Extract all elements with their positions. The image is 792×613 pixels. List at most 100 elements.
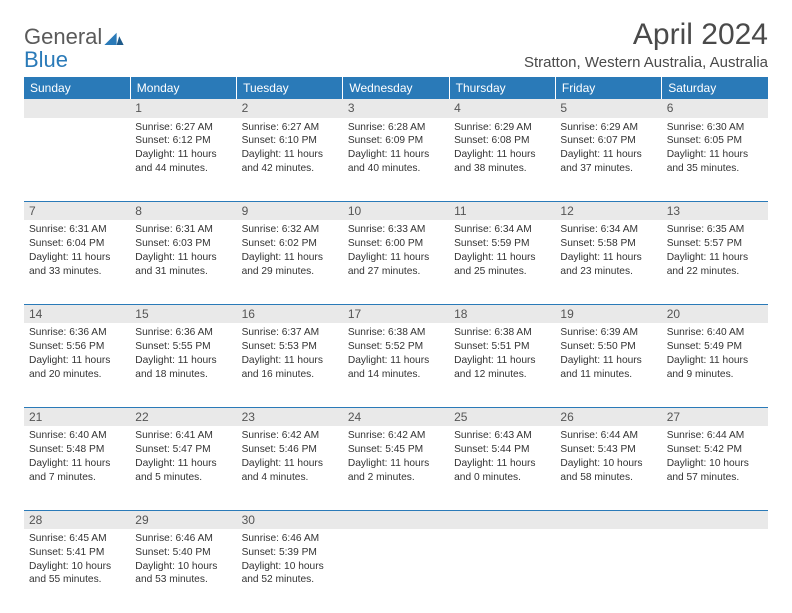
day-cell: Sunrise: 6:40 AMSunset: 5:49 PMDaylight:… (662, 323, 768, 407)
sunset-text: Sunset: 6:07 PM (560, 134, 656, 148)
daylight-text: Daylight: 11 hours and 23 minutes. (560, 251, 656, 279)
location-label: Stratton, Western Australia, Australia (524, 54, 768, 71)
sunrise-text: Sunrise: 6:28 AM (348, 121, 444, 135)
daylight-text: Daylight: 11 hours and 37 minutes. (560, 148, 656, 176)
weekday-header: Sunday (24, 77, 130, 99)
sunrise-text: Sunrise: 6:35 AM (667, 223, 763, 237)
day-number: 29 (130, 510, 236, 529)
daylight-text: Daylight: 11 hours and 29 minutes. (242, 251, 338, 279)
sunrise-text: Sunrise: 6:42 AM (242, 429, 338, 443)
day-number: 4 (449, 99, 555, 117)
day-number: 11 (449, 202, 555, 221)
sunset-text: Sunset: 5:43 PM (560, 443, 656, 457)
weekday-row: Sunday Monday Tuesday Wednesday Thursday… (24, 77, 768, 99)
day-cell: Sunrise: 6:33 AMSunset: 6:00 PMDaylight:… (343, 220, 449, 304)
day-number: 26 (555, 407, 661, 426)
sunset-text: Sunset: 5:50 PM (560, 340, 656, 354)
sunrise-text: Sunrise: 6:34 AM (454, 223, 550, 237)
brand-line2: Blue (24, 49, 124, 71)
day-number: 6 (662, 99, 768, 117)
sunset-text: Sunset: 6:12 PM (135, 134, 231, 148)
weekday-header: Saturday (662, 77, 768, 99)
daylight-text: Daylight: 11 hours and 14 minutes. (348, 354, 444, 382)
sunset-text: Sunset: 6:00 PM (348, 237, 444, 251)
sunset-text: Sunset: 5:48 PM (29, 443, 125, 457)
sunrise-text: Sunrise: 6:29 AM (454, 121, 550, 135)
sunrise-text: Sunrise: 6:31 AM (135, 223, 231, 237)
daylight-text: Daylight: 11 hours and 44 minutes. (135, 148, 231, 176)
daylight-text: Daylight: 11 hours and 35 minutes. (667, 148, 763, 176)
day-number: 3 (343, 99, 449, 117)
brand-line1: General (24, 26, 124, 49)
weekday-header: Friday (555, 77, 661, 99)
sunrise-text: Sunrise: 6:31 AM (29, 223, 125, 237)
day-cell: Sunrise: 6:38 AMSunset: 5:52 PMDaylight:… (343, 323, 449, 407)
sunset-text: Sunset: 5:45 PM (348, 443, 444, 457)
sunset-text: Sunset: 5:59 PM (454, 237, 550, 251)
sunrise-text: Sunrise: 6:41 AM (135, 429, 231, 443)
sunset-text: Sunset: 5:55 PM (135, 340, 231, 354)
sunrise-text: Sunrise: 6:37 AM (242, 326, 338, 340)
sunset-text: Sunset: 5:57 PM (667, 237, 763, 251)
day-number: 19 (555, 304, 661, 323)
brand-logo: GeneralBlue (24, 18, 124, 71)
day-cell: Sunrise: 6:44 AMSunset: 5:42 PMDaylight:… (662, 426, 768, 510)
daylight-text: Daylight: 10 hours and 57 minutes. (667, 457, 763, 485)
day-number: 10 (343, 202, 449, 221)
day-number: 1 (130, 99, 236, 117)
day-cell: Sunrise: 6:37 AMSunset: 5:53 PMDaylight:… (237, 323, 343, 407)
day-number: 18 (449, 304, 555, 323)
sunrise-text: Sunrise: 6:40 AM (29, 429, 125, 443)
day-cell: Sunrise: 6:40 AMSunset: 5:48 PMDaylight:… (24, 426, 130, 510)
sunset-text: Sunset: 5:58 PM (560, 237, 656, 251)
day-cell: Sunrise: 6:39 AMSunset: 5:50 PMDaylight:… (555, 323, 661, 407)
week-row: Sunrise: 6:31 AMSunset: 6:04 PMDaylight:… (24, 220, 768, 304)
daylight-text: Daylight: 11 hours and 31 minutes. (135, 251, 231, 279)
calendar-body: 12 3456 Sunrise: 6:27 AMSunset: 6:12 PMDay… (24, 99, 768, 613)
sunset-text: Sunset: 5:52 PM (348, 340, 444, 354)
daylight-text: Daylight: 11 hours and 38 minutes. (454, 148, 550, 176)
sunrise-text: Sunrise: 6:39 AM (560, 326, 656, 340)
sunset-text: Sunset: 5:46 PM (242, 443, 338, 457)
sunrise-text: Sunrise: 6:32 AM (242, 223, 338, 237)
day-number: 16 (237, 304, 343, 323)
week-row: Sunrise: 6:27 AMSunset: 6:12 PMDaylight:… (24, 118, 768, 202)
day-number: 27 (662, 407, 768, 426)
weekday-header: Tuesday (237, 77, 343, 99)
day-cell (24, 118, 130, 202)
day-cell: Sunrise: 6:34 AMSunset: 5:58 PMDaylight:… (555, 220, 661, 304)
daylight-text: Daylight: 11 hours and 22 minutes. (667, 251, 763, 279)
day-number (449, 510, 555, 529)
day-number: 8 (130, 202, 236, 221)
day-cell: Sunrise: 6:28 AMSunset: 6:09 PMDaylight:… (343, 118, 449, 202)
day-cell: Sunrise: 6:34 AMSunset: 5:59 PMDaylight:… (449, 220, 555, 304)
day-number: 22 (130, 407, 236, 426)
sunset-text: Sunset: 5:47 PM (135, 443, 231, 457)
daynum-row: 78910111213 (24, 202, 768, 221)
day-cell: Sunrise: 6:41 AMSunset: 5:47 PMDaylight:… (130, 426, 236, 510)
day-cell: Sunrise: 6:36 AMSunset: 5:55 PMDaylight:… (130, 323, 236, 407)
sunset-text: Sunset: 6:04 PM (29, 237, 125, 251)
day-cell: Sunrise: 6:46 AMSunset: 5:40 PMDaylight:… (130, 529, 236, 613)
daylight-text: Daylight: 11 hours and 9 minutes. (667, 354, 763, 382)
calendar-page: GeneralBlue April 2024 Stratton, Western… (0, 0, 792, 613)
daylight-text: Daylight: 11 hours and 2 minutes. (348, 457, 444, 485)
day-number: 9 (237, 202, 343, 221)
day-number: 25 (449, 407, 555, 426)
day-cell: Sunrise: 6:46 AMSunset: 5:39 PMDaylight:… (237, 529, 343, 613)
week-row: Sunrise: 6:40 AMSunset: 5:48 PM Daylight:… (24, 426, 768, 510)
day-number: 5 (555, 99, 661, 117)
day-number: 13 (662, 202, 768, 221)
sunrise-text: Sunrise: 6:46 AM (242, 532, 338, 546)
daylight-text: Daylight: 11 hours and 16 minutes. (242, 354, 338, 382)
weekday-header: Monday (130, 77, 236, 99)
daynum-row: 14151617181920 (24, 304, 768, 323)
daylight-text: Daylight: 11 hours and 0 minutes. (454, 457, 550, 485)
day-cell: Sunrise: 6:27 AMSunset: 6:12 PMDaylight:… (130, 118, 236, 202)
day-number: 12 (555, 202, 661, 221)
daylight-text: Daylight: 11 hours and 12 minutes. (454, 354, 550, 382)
day-cell (662, 529, 768, 613)
daylight-text: Daylight: 11 hours and 11 minutes. (560, 354, 656, 382)
sunset-text: Sunset: 6:10 PM (242, 134, 338, 148)
day-cell: Sunrise: 6:31 AMSunset: 6:03 PMDaylight:… (130, 220, 236, 304)
